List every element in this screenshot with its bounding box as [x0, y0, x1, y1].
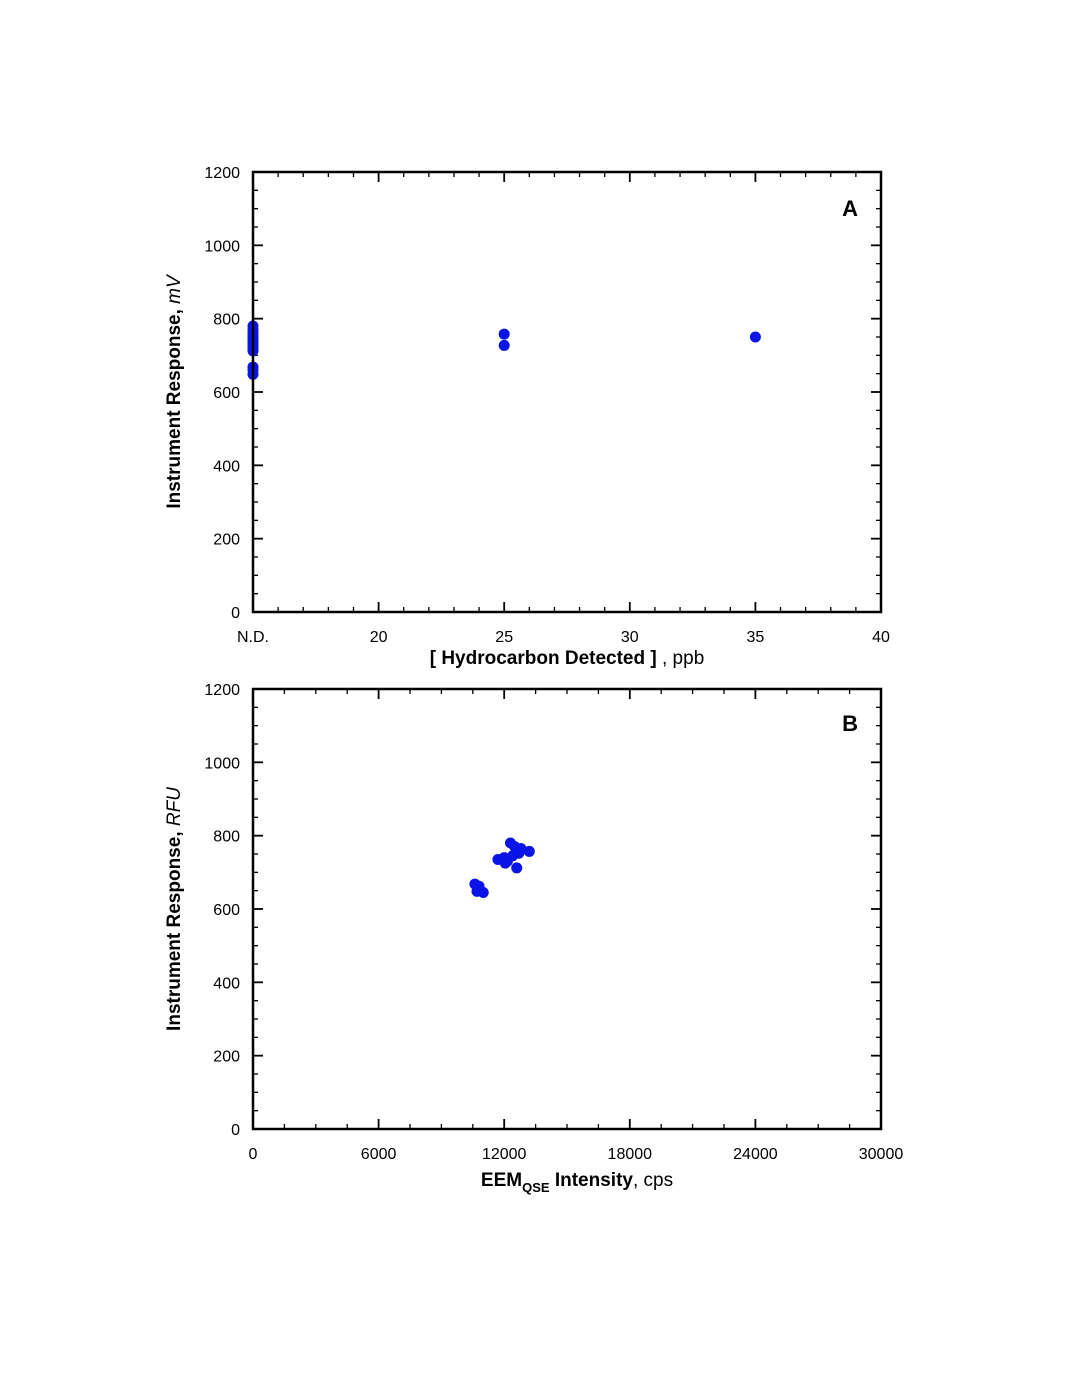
x-tick-label: 20 [370, 629, 388, 646]
x-tick-label: 30000 [859, 1146, 904, 1163]
data-point [749, 331, 761, 343]
y-tick-label: 800 [213, 312, 240, 329]
y-tick-label: 200 [213, 1049, 240, 1066]
panel-b-minor-ticks [253, 689, 881, 1129]
data-point [523, 845, 535, 857]
y-tick-label: 0 [231, 1122, 240, 1139]
y-tick-label: 0 [231, 605, 240, 622]
panel-b-x-axis-title-intensity: Intensity [550, 1170, 634, 1191]
panel-a-y-axis-title-bold: Instrument Response, [164, 304, 185, 509]
data-point [477, 887, 489, 898]
data-point [498, 339, 510, 351]
panel-a-x-axis-title-bold: [ Hydrocarbon Detected ] [430, 648, 657, 669]
panel-a-x-tick-labels: N.D. 20 25 30 35 40 [237, 629, 890, 646]
panel-a-x-axis-title: [ Hydrocarbon Detected ] , ppb [430, 648, 705, 669]
y-tick-label: 800 [213, 829, 240, 846]
panel-a-y-tick-labels: 0 200 400 600 800 1000 1200 [204, 165, 240, 622]
x-tick-label: 0 [249, 1146, 258, 1163]
x-tick-label: 40 [872, 629, 890, 646]
y-tick-label: 1000 [204, 238, 240, 255]
y-tick-label: 600 [213, 385, 240, 402]
panel-a-scatter: N.D. 20 25 30 35 40 0 200 400 600 800 1000 1200 A [… [164, 165, 890, 669]
panel-a-plot-frame [251, 170, 883, 614]
data-point [511, 862, 523, 874]
panel-a-x-axis-title-unit: , ppb [657, 648, 705, 669]
panel-b-y-axis-title: Instrument Response, RFU [164, 787, 185, 1031]
panel-a-label: A [842, 196, 858, 221]
x-tick-label: 24000 [733, 1146, 778, 1163]
x-tick-label: 12000 [482, 1146, 527, 1163]
panel-b-major-ticks [252, 688, 882, 1130]
y-tick-label: 400 [213, 975, 240, 992]
y-tick-label: 400 [213, 458, 240, 475]
y-tick-label: 1200 [204, 165, 240, 182]
y-tick-label: 200 [213, 532, 240, 549]
x-tick-label: 6000 [361, 1146, 397, 1163]
panel-a-major-ticks [252, 171, 882, 613]
panel-b-x-axis-title-unit: , cps [633, 1170, 673, 1191]
x-tick-label: 30 [621, 629, 639, 646]
panel-b-x-axis-title-eem: EEM [481, 1170, 522, 1191]
panel-b-x-axis-title-subscript: QSE [522, 1180, 550, 1195]
panel-b-x-tick-labels: 0 6000 12000 18000 24000 30000 [249, 1146, 904, 1163]
y-tick-label: 1200 [204, 682, 240, 699]
panel-a-y-axis-title: Instrument Response, mV [164, 273, 185, 509]
panel-b-label: B [842, 711, 858, 736]
data-point [498, 328, 510, 340]
panel-a-points [247, 320, 761, 380]
panel-b-points [469, 837, 535, 898]
panel-b-y-axis-title-unit: RFU [164, 787, 185, 826]
panel-a-y-axis-title-unit: mV [164, 273, 185, 304]
x-tick-label: 25 [495, 629, 513, 646]
panel-b-plot-frame [251, 687, 883, 1131]
panel-b-x-axis-title: EEMQSE Intensity, cps [481, 1170, 673, 1195]
y-tick-label: 1000 [204, 755, 240, 772]
data-point [499, 857, 511, 869]
panel-b-y-tick-labels: 0 200 400 600 800 1000 1200 [204, 682, 240, 1139]
y-tick-label: 600 [213, 902, 240, 919]
panel-b-y-axis-title-bold: Instrument Response, [164, 826, 185, 1031]
panel-b-scatter: 0 6000 12000 18000 24000 30000 0 200 400 600 800 1… [164, 682, 903, 1195]
x-tick-label: 35 [747, 629, 765, 646]
x-tick-label: 18000 [608, 1146, 653, 1163]
x-tick-label: N.D. [237, 629, 269, 646]
panel-a-minor-ticks [253, 172, 881, 612]
